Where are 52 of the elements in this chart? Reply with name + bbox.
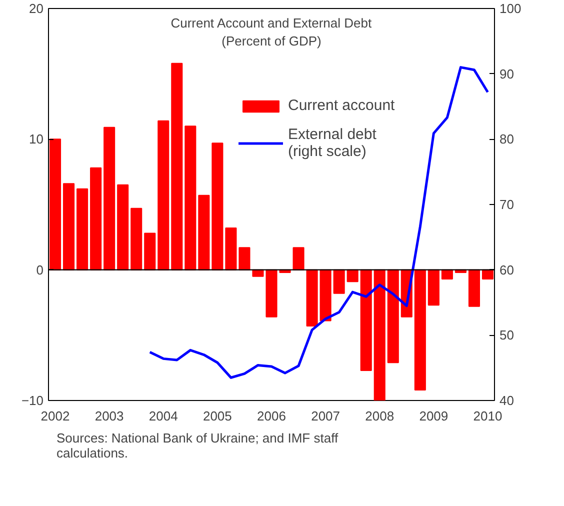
text: Current Account and External Debt <box>170 16 372 30</box>
bar <box>306 269 318 327</box>
line-series <box>148 66 489 379</box>
y2-tick-label: 70 <box>500 197 514 212</box>
bar <box>184 126 196 270</box>
y-tick-label: −10 <box>21 393 44 408</box>
bar <box>76 188 88 270</box>
y2-tick-label: 100 <box>500 1 522 16</box>
bar <box>117 184 129 270</box>
y-tick-label: 20 <box>29 1 44 16</box>
bar <box>144 232 156 270</box>
bar <box>374 269 386 400</box>
y2-tick-label: 90 <box>500 66 514 82</box>
y2-tick-label: 60 <box>500 262 514 278</box>
bar <box>158 120 170 270</box>
bar <box>346 269 358 282</box>
bar <box>292 247 304 270</box>
bar <box>387 269 399 364</box>
text: (Percent of GDP) <box>222 34 322 48</box>
bar <box>212 142 224 270</box>
x-tick-label: 2008 <box>365 408 394 424</box>
x-tick-label: 2004 <box>148 408 178 424</box>
x-tick-label: 2010 <box>473 408 502 424</box>
y-tick-label: 0 <box>36 262 44 278</box>
y2-tick-label: 40 <box>500 393 514 408</box>
bar <box>63 183 75 270</box>
bar <box>130 208 142 270</box>
legend-label: External debt (right scale) <box>288 126 376 160</box>
y-tick-label: 10 <box>29 132 44 147</box>
x-tick-label: 2006 <box>257 408 286 424</box>
y2-tick-label: 50 <box>500 328 514 343</box>
source-note: Sources: National Bank of Ukraine; and IMF staff calculations. <box>56 430 338 460</box>
bar <box>360 269 372 371</box>
x-tick-label: 2003 <box>94 408 124 424</box>
x-tick-label: 2007 <box>311 408 340 424</box>
bar <box>238 247 250 270</box>
bar <box>198 194 210 270</box>
bar <box>104 126 116 270</box>
legend-label: Current account <box>288 97 395 114</box>
bar <box>428 269 440 306</box>
bar <box>333 269 345 294</box>
bar <box>90 167 102 270</box>
y2-tick-label: 80 <box>500 132 514 147</box>
bar <box>49 138 62 270</box>
bar <box>468 269 480 307</box>
bar <box>414 269 426 391</box>
bar <box>225 228 237 270</box>
bar <box>320 269 332 322</box>
bar <box>171 62 183 270</box>
x-tick-label: 2002 <box>40 408 70 424</box>
x-tick-label: 2005 <box>202 408 232 424</box>
x-tick-label: 2009 <box>419 408 448 424</box>
